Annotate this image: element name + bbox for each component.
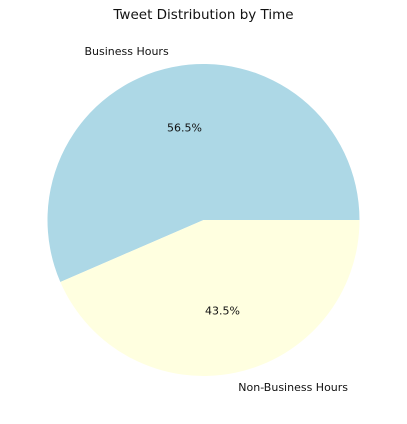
- pie-labels: Business Hours 56.5% Non-Business Hours 43.…: [84, 45, 348, 394]
- slice-label-non-business-hours: Non-Business Hours: [238, 381, 348, 394]
- pct-label-non-business-hours: 43.5%: [205, 305, 240, 318]
- pie-slice-business-hours: [47, 64, 360, 282]
- pie-slices: [47, 64, 360, 377]
- pie-slice-non-business-hours: [60, 220, 360, 377]
- pct-label-business-hours: 56.5%: [167, 121, 202, 134]
- slice-label-business-hours: Business Hours: [84, 45, 168, 58]
- chart-title: Tweet Distribution by Time: [112, 7, 293, 23]
